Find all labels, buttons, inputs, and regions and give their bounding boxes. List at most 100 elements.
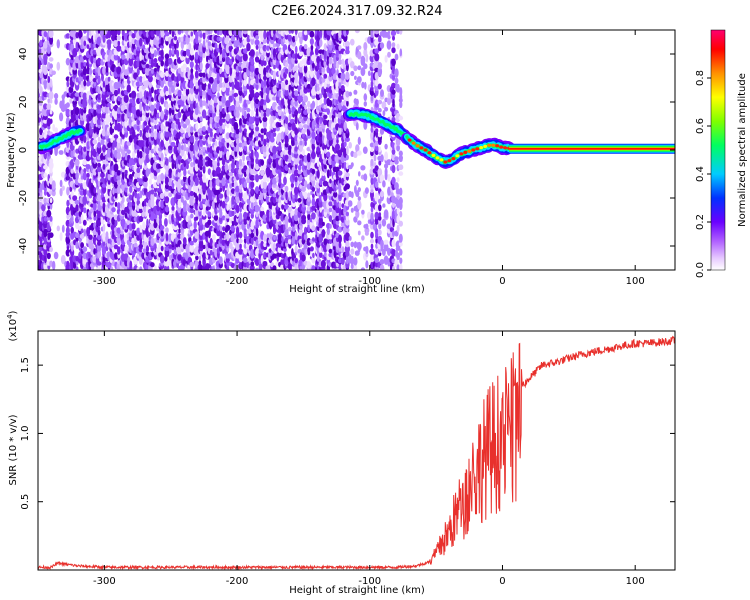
noise-speckle	[294, 208, 298, 216]
noise-speckle	[101, 73, 104, 82]
noise-speckle	[353, 257, 358, 266]
noise-speckle	[311, 225, 316, 232]
noise-speckle	[238, 158, 243, 167]
noise-speckle	[226, 232, 230, 242]
noise-speckle	[102, 122, 106, 132]
noise-speckle	[86, 43, 90, 50]
noise-speckle	[356, 150, 362, 156]
noise-speckle	[139, 51, 143, 62]
noise-speckle	[74, 212, 80, 217]
noise-speckle	[143, 163, 148, 171]
noise-speckle	[311, 62, 315, 69]
noise-speckle	[333, 117, 337, 123]
noise-speckle	[337, 170, 343, 176]
noise-speckle	[189, 109, 194, 116]
noise-speckle	[164, 131, 170, 138]
noise-speckle	[136, 193, 141, 201]
noise-speckle	[199, 176, 203, 186]
noise-speckle	[195, 62, 199, 71]
noise-speckle	[239, 147, 243, 153]
noise-speckle	[160, 199, 165, 209]
noise-speckle	[328, 248, 333, 254]
noise-speckle	[189, 47, 194, 56]
noise-speckle	[66, 186, 70, 196]
noise-speckle	[97, 162, 101, 168]
noise-speckle	[148, 178, 152, 185]
noise-speckle	[165, 126, 169, 132]
noise-speckle	[199, 139, 203, 148]
noise-speckle	[92, 131, 98, 139]
noise-speckle	[82, 186, 87, 197]
noise-speckle	[199, 90, 204, 97]
noise-speckle	[82, 112, 87, 122]
noise-speckle	[138, 155, 143, 166]
noise-speckle	[183, 168, 187, 177]
noise-speckle	[164, 163, 170, 171]
noise-speckle	[111, 207, 116, 213]
noise-speckle	[294, 65, 298, 72]
noise-speckle	[177, 253, 182, 261]
noise-speckle	[93, 103, 97, 110]
noise-speckle	[151, 69, 154, 74]
noise-speckle	[323, 114, 328, 120]
noise-speckle	[231, 210, 235, 217]
noise-speckle	[226, 196, 230, 202]
noise-speckle	[145, 105, 150, 111]
noise-speckle	[116, 66, 122, 75]
noise-speckle	[357, 136, 361, 145]
noise-speckle	[226, 150, 230, 161]
noise-speckle	[124, 169, 128, 175]
noise-speckle	[195, 101, 199, 108]
noise-speckle	[348, 91, 353, 97]
noise-speckle	[53, 251, 59, 260]
noise-speckle	[165, 109, 169, 116]
noise-speckle	[92, 192, 98, 197]
noise-speckle	[183, 158, 187, 168]
noise-speckle	[198, 260, 202, 266]
noise-speckle	[284, 215, 289, 225]
noise-speckle	[178, 142, 181, 152]
noise-speckle	[154, 93, 157, 102]
noise-speckle	[47, 98, 51, 104]
noise-speckle	[243, 110, 247, 120]
noise-speckle	[121, 195, 125, 204]
noise-speckle	[138, 244, 144, 249]
noise-speckle	[284, 89, 289, 97]
noise-speckle	[143, 187, 148, 194]
noise-speckle	[311, 168, 316, 175]
noise-speckle	[102, 66, 106, 75]
noise-speckle	[323, 43, 327, 51]
noise-speckle	[263, 112, 267, 118]
noise-speckle	[323, 73, 328, 79]
noise-speckle	[126, 149, 131, 155]
noise-speckle	[160, 44, 165, 49]
noise-speckle	[131, 130, 136, 136]
noise-speckle	[189, 226, 194, 231]
noise-speckle	[171, 206, 175, 211]
noise-speckle	[273, 192, 276, 198]
noise-speckle	[326, 151, 331, 158]
noise-speckle	[129, 98, 133, 104]
noise-speckle	[202, 90, 207, 96]
noise-speckle	[139, 37, 143, 47]
noise-speckle	[82, 159, 88, 166]
noise-speckle	[150, 131, 155, 138]
noise-speckle	[165, 148, 169, 155]
noise-speckle	[338, 202, 342, 209]
noise-speckle	[202, 244, 206, 250]
noise-speckle	[273, 235, 276, 241]
noise-speckle	[239, 207, 242, 213]
noise-speckle	[255, 35, 259, 40]
noise-speckle	[146, 218, 149, 228]
noise-speckle	[59, 112, 64, 122]
noise-speckle	[195, 246, 199, 253]
noise-speckle	[260, 159, 265, 166]
noise-speckle	[60, 254, 66, 265]
noise-speckle	[199, 116, 203, 122]
noise-speckle	[199, 98, 203, 108]
noise-speckle	[136, 67, 140, 76]
noise-speckle	[315, 99, 319, 107]
noise-speckle	[159, 105, 162, 113]
noise-speckle	[316, 169, 320, 179]
noise-speckle	[138, 150, 143, 159]
